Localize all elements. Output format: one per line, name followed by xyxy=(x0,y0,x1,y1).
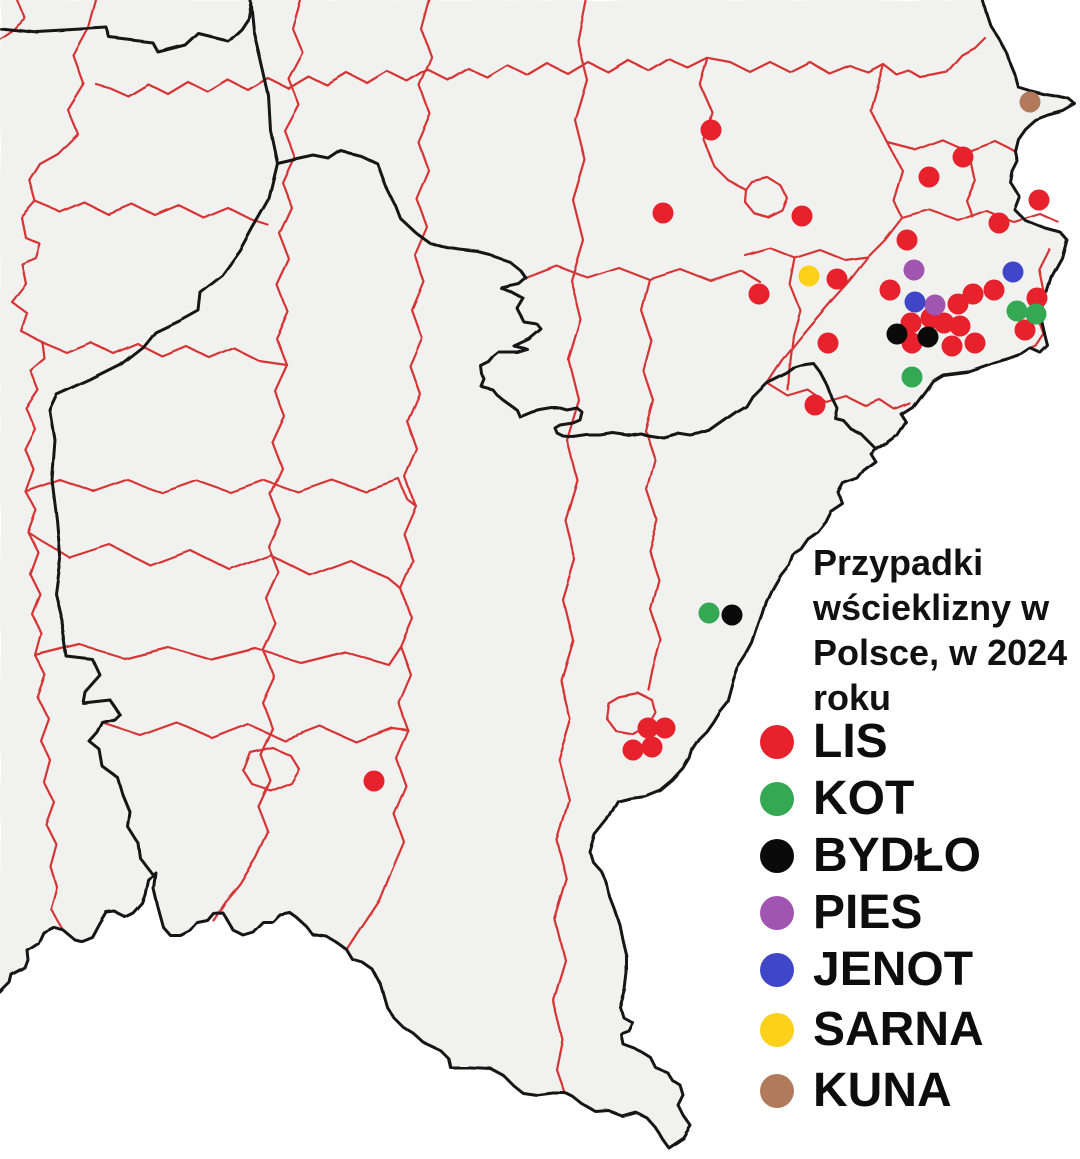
case-dot-kot xyxy=(1025,303,1047,325)
case-dot-kot xyxy=(698,602,720,624)
map-title-line: Przypadki xyxy=(813,542,984,583)
map-title-line: wścieklizny w xyxy=(813,587,1050,628)
case-dot-lis xyxy=(962,283,984,305)
case-dot-lis xyxy=(949,315,971,337)
case-dot-lis xyxy=(700,119,722,141)
legend-swatch-sarna xyxy=(760,1013,794,1047)
legend-item-sarna: SARNA xyxy=(760,1006,984,1054)
case-dot-bydlo xyxy=(886,323,908,345)
case-dot-lis xyxy=(964,332,986,354)
legend-label-pies: PIES xyxy=(813,886,923,939)
legend-swatch-bydlo xyxy=(760,839,794,873)
case-dot-bydlo xyxy=(721,604,743,626)
legend-swatch-jenot xyxy=(760,953,794,987)
case-dot-lis xyxy=(637,717,659,739)
case-dot-lis xyxy=(1028,189,1050,211)
voivodeship-borders xyxy=(0,0,877,877)
legend-label-bydlo: BYDŁO xyxy=(813,829,981,882)
case-dot-lis xyxy=(879,279,901,301)
legend-swatch-lis xyxy=(760,725,794,759)
case-dot-pies xyxy=(924,294,946,316)
case-dot-bydlo xyxy=(917,326,939,348)
legend-item-jenot: JENOT xyxy=(760,946,973,994)
case-dot-lis xyxy=(941,335,963,357)
case-dot-lis xyxy=(817,332,839,354)
case-dot-kot xyxy=(901,366,923,388)
case-dots-layer xyxy=(363,91,1050,792)
legend-label-sarna: SARNA xyxy=(813,1003,984,1056)
legend-item-bydlo: BYDŁO xyxy=(760,832,981,880)
case-dot-lis xyxy=(988,212,1010,234)
legend-item-kot: KOT xyxy=(760,775,914,823)
map-title-line: Polsce, w 2024 xyxy=(813,632,1068,673)
case-dot-pies xyxy=(903,259,925,281)
legend-item-kuna: KUNA xyxy=(760,1067,952,1115)
case-dot-jenot xyxy=(904,291,926,313)
map-title: Przypadki wścieklizny w Polsce, w 2024 r… xyxy=(813,540,1080,720)
case-dot-lis xyxy=(952,146,974,168)
case-dot-lis xyxy=(641,736,663,758)
case-dot-lis xyxy=(652,202,674,224)
case-dot-lis xyxy=(748,283,770,305)
legend-item-lis: LIS xyxy=(760,718,888,766)
case-dot-lis xyxy=(804,394,826,416)
case-dot-jenot xyxy=(1002,261,1024,283)
map-title-line: roku xyxy=(813,677,892,718)
case-dot-lis xyxy=(1026,287,1048,309)
legend-item-pies: PIES xyxy=(760,889,922,937)
legend-swatch-kot xyxy=(760,782,794,816)
case-dot-lis xyxy=(896,229,918,251)
case-dot-lis xyxy=(654,717,676,739)
powiat-borders xyxy=(0,0,1060,1095)
case-dot-lis xyxy=(983,279,1005,301)
case-dot-sarna xyxy=(798,265,820,287)
case-dot-kot xyxy=(1006,300,1028,322)
legend-label-kot: KOT xyxy=(813,772,915,825)
legend-label-kuna: KUNA xyxy=(813,1064,952,1117)
legend-label-jenot: JENOT xyxy=(813,943,974,996)
case-dot-lis xyxy=(918,166,940,188)
case-dot-lis xyxy=(933,312,955,334)
case-dot-lis xyxy=(791,205,813,227)
legend-swatch-pies xyxy=(760,896,794,930)
case-dot-lis xyxy=(622,739,644,761)
case-dot-lis xyxy=(826,268,848,290)
legend-label-lis: LIS xyxy=(813,715,888,768)
case-dot-lis xyxy=(363,770,385,792)
case-dot-lis xyxy=(947,293,969,315)
case-dot-lis xyxy=(1014,319,1036,341)
case-dot-kuna xyxy=(1019,91,1041,113)
legend-swatch-kuna xyxy=(760,1074,794,1108)
